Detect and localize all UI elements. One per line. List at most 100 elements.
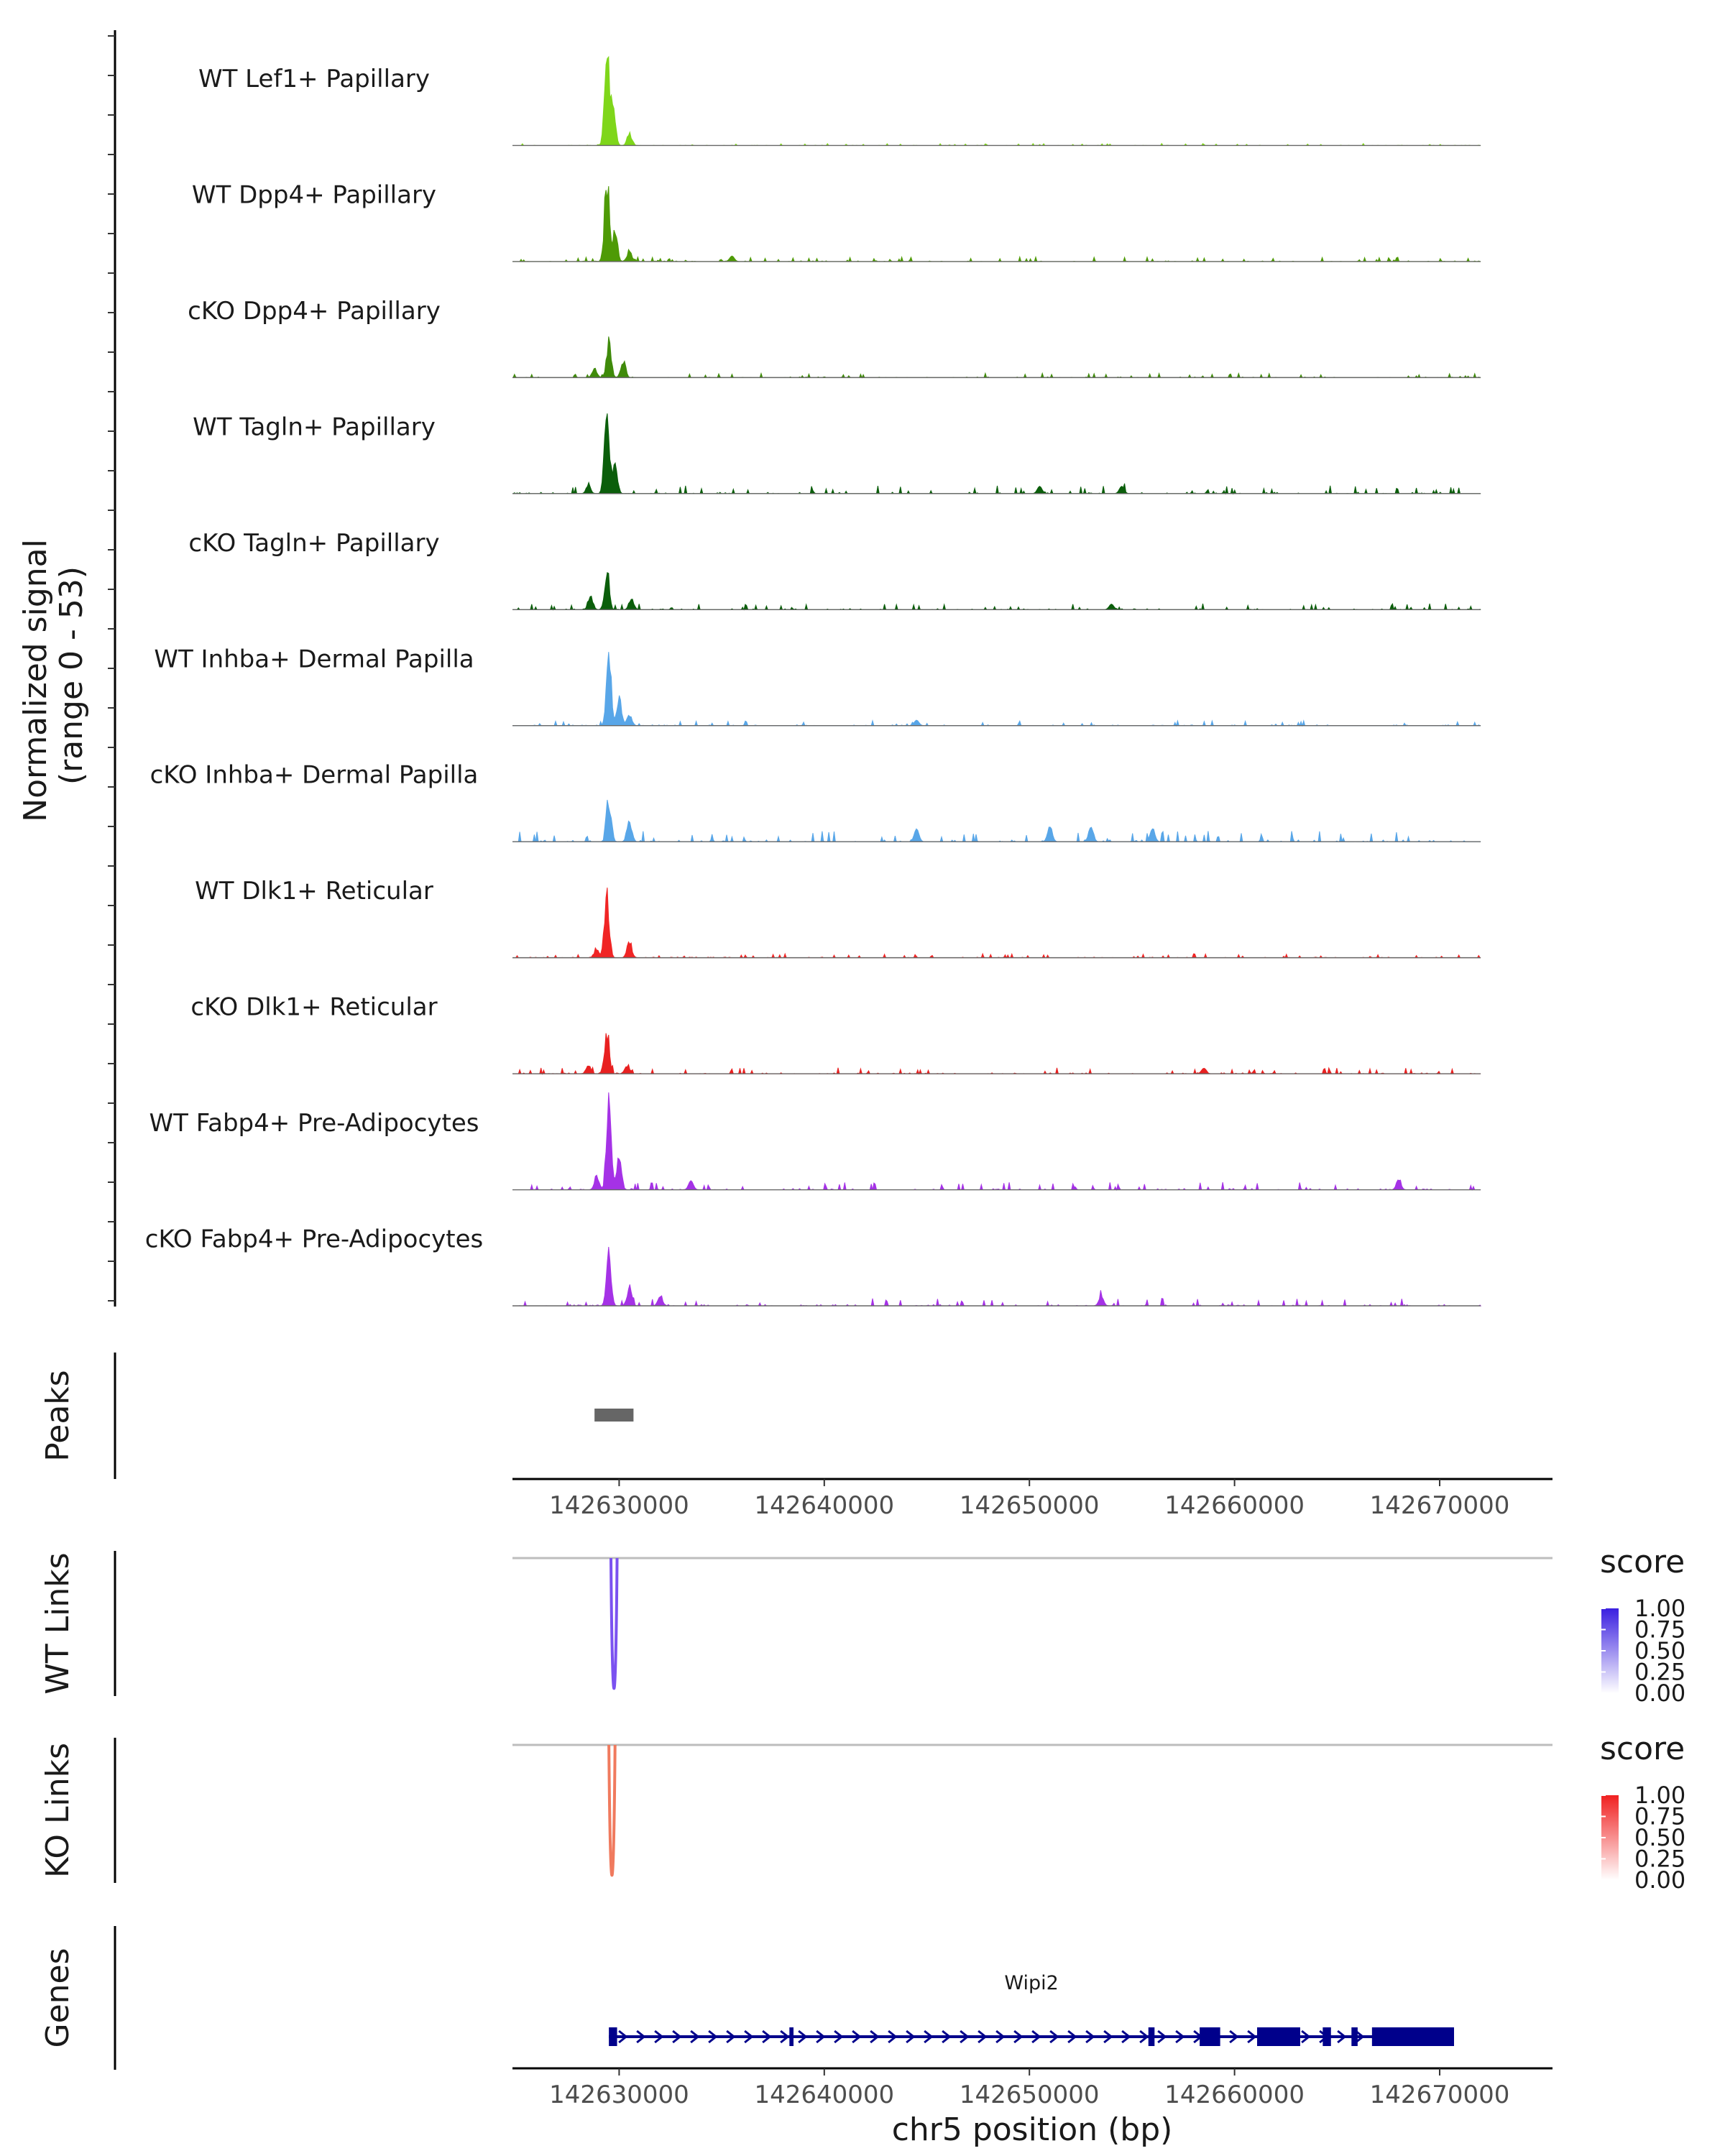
coverage-y-axis-title: Normalized signal (range 0 - 53) [17, 529, 90, 822]
gene-strand-arrow [1013, 2030, 1024, 2044]
coverage-track: WT Dlk1+ Reticular [195, 877, 1481, 959]
legend-tick-label: 0.25 [1634, 1846, 1685, 1873]
gene-strand-arrow [978, 2030, 988, 2044]
link-arc [607, 1744, 617, 1877]
gene-strand-arrow [942, 2030, 952, 2044]
peaks-track-label: Peaks [40, 1370, 76, 1461]
gene-strand-arrow [618, 2030, 628, 2044]
legend-tick-label: 0.50 [1634, 1824, 1685, 1851]
gene-exon [1371, 2027, 1455, 2046]
gene-exon [1200, 2027, 1220, 2046]
gene-strand-arrow [636, 2030, 646, 2044]
legend-tick-label: 0.50 [1634, 1637, 1685, 1664]
gene-strand-arrow [1355, 2030, 1365, 2044]
links-panel: KO Links score 1.000.750.500.250.00 [40, 1731, 1685, 1894]
gene-strand-arrow [1157, 2030, 1167, 2044]
x-axis-tick-label: 142640000 [754, 1491, 894, 1520]
legend-title: score [1600, 1731, 1685, 1767]
gene-exon [789, 2027, 794, 2046]
gene-strand-arrow [744, 2030, 754, 2044]
genes-panel: Genes Wipi2 142630000 142640000 142650000 1… [40, 1926, 1552, 2148]
gene-strand-arrow [726, 2030, 736, 2044]
coverage-panel: Normalized signal (range 0 - 53) WT Lef1… [17, 30, 1482, 1307]
gene-strand-arrow [906, 2030, 916, 2044]
gene-strand-arrow [888, 2030, 898, 2044]
coverage-track: WT Tagln+ Papillary [193, 413, 1481, 495]
legend-tick-label: 1.00 [1634, 1595, 1685, 1622]
x-axis-tick-label: 142650000 [960, 1491, 1100, 1520]
gene-strand-arrow [870, 2030, 880, 2044]
gene-strand-arrow [960, 2030, 970, 2044]
peak-interval [594, 1409, 634, 1422]
gene-strand-arrow [762, 2030, 772, 2044]
coverage-track-label: WT Inhba+ Dermal Papilla [154, 645, 474, 673]
coverage-track: cKO Fabp4+ Pre-Adipocytes [145, 1225, 1482, 1307]
legend-tick-label: 0.00 [1634, 1680, 1685, 1707]
gene-strand-arrow [1103, 2030, 1113, 2044]
gene-strand-arrow [995, 2030, 1006, 2044]
x-axis-tick-label: 142630000 [549, 1491, 689, 1520]
gene-model: Wipi2 [609, 1972, 1455, 2046]
coverage-track-label: cKO Tagln+ Papillary [188, 529, 439, 558]
peaks-x-axis-ticks: 142630000 142640000 142650000 142660000 1426… [549, 1479, 1509, 1520]
coverage-track: cKO Tagln+ Papillary [188, 529, 1481, 611]
gene-exon [1322, 2027, 1331, 2046]
gene-name-label: Wipi2 [1004, 1972, 1058, 1994]
gene-strand-arrow [852, 2030, 862, 2044]
gene-strand-arrow [1175, 2030, 1185, 2044]
gene-strand-arrow [780, 2030, 790, 2044]
legend-tick-label: 0.75 [1634, 1616, 1685, 1644]
coverage-track-label: WT Lef1+ Papillary [198, 65, 430, 93]
coverage-track: WT Inhba+ Dermal Papilla [154, 645, 1481, 727]
gene-strand-arrow [708, 2030, 718, 2044]
gene-strand-arrow [834, 2030, 844, 2044]
x-axis-tick-label: 142660000 [1164, 2081, 1305, 2109]
gene-exon [1148, 2027, 1155, 2046]
gene-strand-arrow [1067, 2030, 1077, 2044]
links-track-label: KO Links [40, 1743, 76, 1878]
links-track-label: WT Links [40, 1552, 76, 1694]
peak-intervals [594, 1409, 634, 1422]
gene-strand-arrow [924, 2030, 934, 2044]
gene-exon [1257, 2027, 1300, 2046]
coverage-tracks: WT Lef1+ Papillary WT Dpp4+ Papillary cKO … [145, 55, 1482, 1307]
link-arc [609, 1557, 619, 1690]
coverage-track-label: WT Dlk1+ Reticular [195, 877, 433, 906]
gene-strand-arrow [1085, 2030, 1095, 2044]
coverage-track: cKO Dlk1+ Reticular [190, 993, 1481, 1075]
coverage-track-label: WT Fabp4+ Pre-Adipocytes [150, 1109, 479, 1138]
gene-strand-arrow [1049, 2030, 1059, 2044]
legend-tick-label: 1.00 [1634, 1782, 1685, 1809]
coverage-track: WT Dpp4+ Papillary [192, 180, 1481, 263]
legend-tick-label: 0.25 [1634, 1659, 1685, 1686]
coverage-track-label: WT Dpp4+ Papillary [192, 180, 436, 209]
coverage-track-label: cKO Dpp4+ Papillary [188, 297, 441, 326]
gene-strand-arrow [690, 2030, 700, 2044]
gene-strand-arrow [816, 2030, 826, 2044]
x-axis-tick-label: 142670000 [1370, 1491, 1510, 1520]
coverage-track-label: cKO Inhba+ Dermal Papilla [150, 761, 479, 790]
legend-title: score [1600, 1544, 1685, 1580]
legend-tick-label: 0.00 [1634, 1866, 1685, 1894]
gene-strand-arrow [654, 2030, 664, 2044]
x-axis-tick-label: 142640000 [754, 2081, 894, 2109]
gene-strand-arrow [1229, 2030, 1239, 2044]
coverage-track-label: cKO Dlk1+ Reticular [190, 993, 437, 1022]
gene-strand-arrow [1121, 2030, 1131, 2044]
gene-strand-arrow [1301, 2030, 1311, 2044]
coverage-track-label: WT Tagln+ Papillary [193, 413, 436, 441]
x-axis-tick-label: 142670000 [1370, 2081, 1510, 2109]
gene-strand-arrow [1031, 2030, 1041, 2044]
coverage-track: cKO Dpp4+ Papillary [188, 297, 1481, 379]
coverage-track: cKO Inhba+ Dermal Papilla [150, 761, 1481, 843]
gene-models: Wipi2 [609, 1972, 1455, 2046]
coverage-track: WT Fabp4+ Pre-Adipocytes [150, 1092, 1481, 1192]
genes-track-label: Genes [40, 1948, 76, 2047]
gene-strand-arrow [1337, 2030, 1347, 2044]
legend-tick-label: 0.75 [1634, 1803, 1685, 1830]
coverage-track: WT Lef1+ Papillary [198, 55, 1481, 147]
peaks-panel: Peaks 142630000 142640000 142650000 1426600… [40, 1353, 1552, 1520]
